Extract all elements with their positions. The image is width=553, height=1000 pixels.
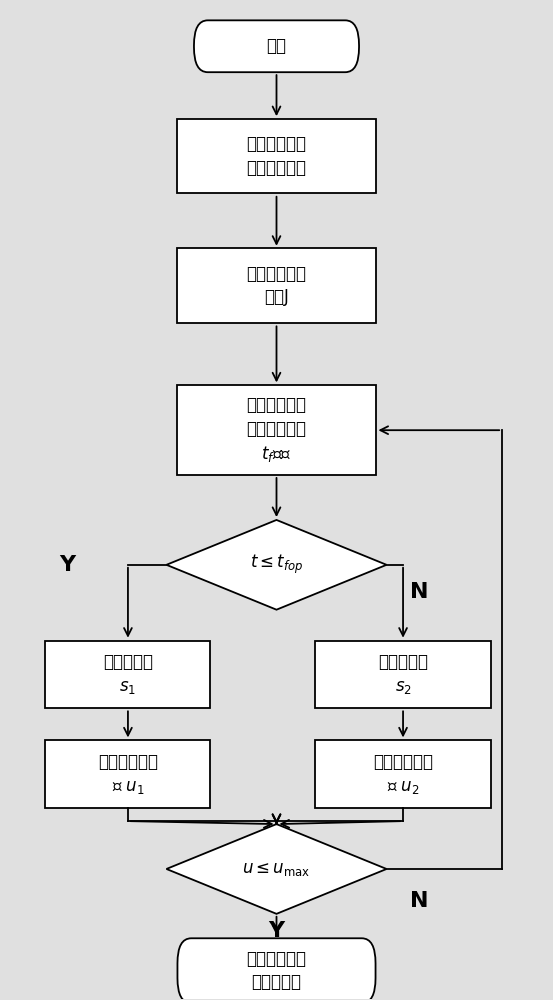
Text: $t \leq t_{fop}$: $t \leq t_{fop}$ — [250, 553, 303, 576]
Text: Y: Y — [59, 555, 75, 575]
Text: 求解最优滑模
面参数及切换
$t_f$时间: 求解最优滑模 面参数及切换 $t_f$时间 — [247, 396, 306, 464]
Bar — [45, 740, 211, 808]
Text: 开始: 开始 — [267, 37, 286, 55]
Text: Y: Y — [268, 921, 285, 941]
Text: 选用滑模面
$s_1$: 选用滑模面 $s_1$ — [103, 653, 153, 696]
Bar — [178, 385, 375, 475]
Polygon shape — [166, 824, 387, 914]
Text: 获取四旋翼飞
行器控制模型: 获取四旋翼飞 行器控制模型 — [247, 135, 306, 177]
Polygon shape — [166, 520, 387, 610]
Text: N: N — [410, 891, 429, 911]
Text: 选用滑模面
$s_2$: 选用滑模面 $s_2$ — [378, 653, 428, 696]
Bar — [315, 641, 491, 708]
Text: $u \leq u_{\mathrm{max}}$: $u \leq u_{\mathrm{max}}$ — [242, 860, 311, 878]
FancyBboxPatch shape — [178, 938, 375, 1000]
FancyBboxPatch shape — [194, 20, 359, 72]
Bar — [45, 641, 211, 708]
Text: 构成四旋翼飞
行器控制器: 构成四旋翼飞 行器控制器 — [247, 950, 306, 991]
Bar — [315, 740, 491, 808]
Text: N: N — [410, 582, 429, 602]
Bar — [178, 119, 375, 193]
Bar — [178, 248, 375, 323]
Text: 选用滑模控制
律 $u_2$: 选用滑模控制 律 $u_2$ — [373, 753, 433, 796]
Text: 选用滑模控制
律 $u_1$: 选用滑模控制 律 $u_1$ — [98, 753, 158, 796]
Text: 设计性能指标
函数J: 设计性能指标 函数J — [247, 265, 306, 306]
